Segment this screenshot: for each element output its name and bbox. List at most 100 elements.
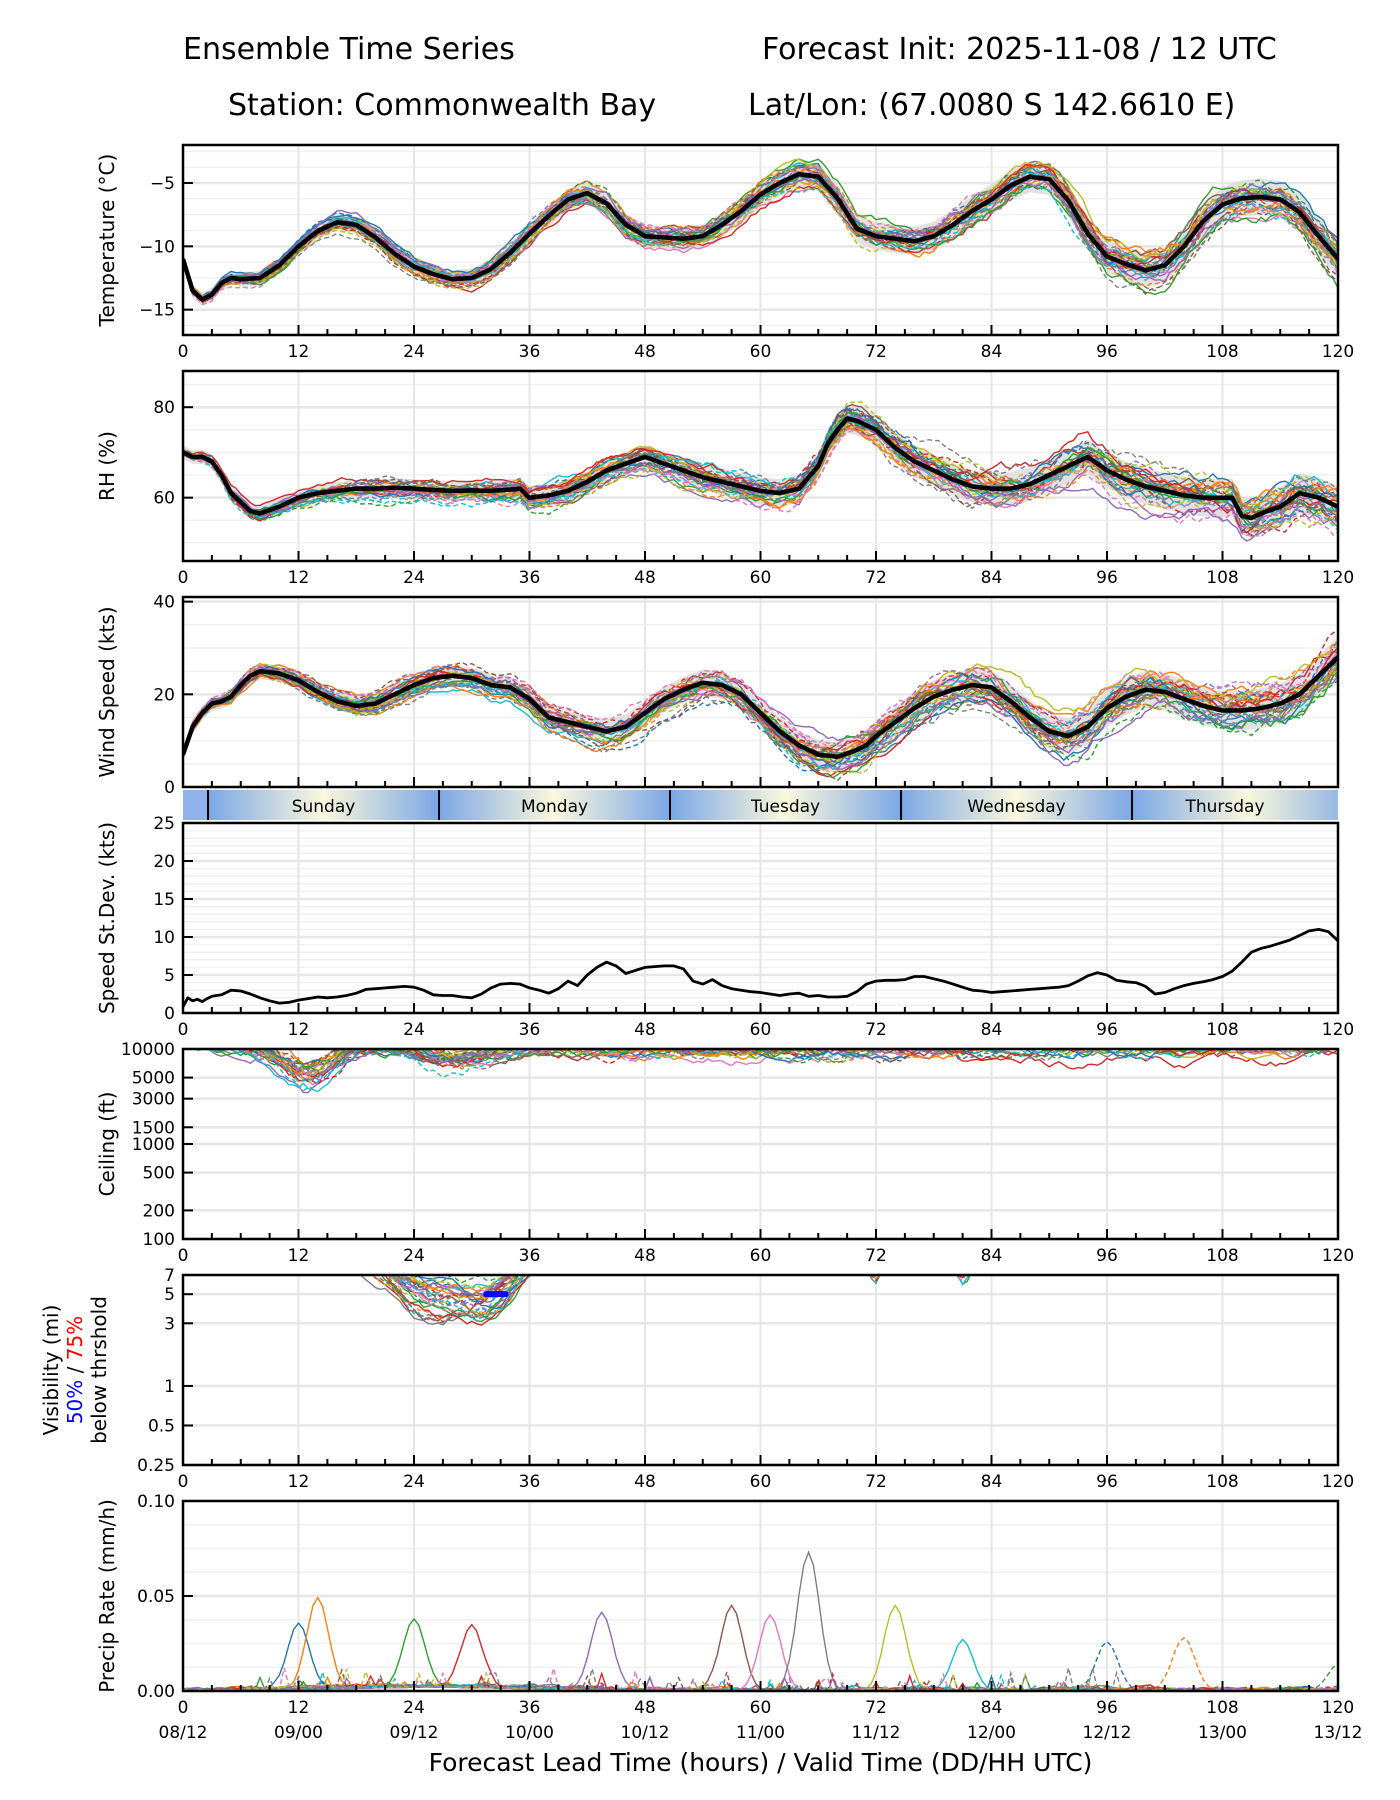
day-band-segment (1132, 790, 1338, 820)
x-tick-label: 96 (1096, 1020, 1118, 1040)
grid-visibility (182, 1273, 1339, 1467)
ensemble-member-line (183, 184, 1338, 301)
y-tick-label: 20 (153, 685, 175, 705)
x-tick-label: 12 (288, 1472, 310, 1492)
day-label: Tuesday (750, 797, 820, 817)
x-valid-time-label: 11/00 (736, 1723, 785, 1743)
x-tick-label: 96 (1096, 1472, 1118, 1492)
y-tick-label: 40 (153, 593, 175, 613)
x-tick-label: 120 (1322, 1698, 1354, 1718)
day-label: Wednesday (967, 797, 1065, 817)
plot-area-wind_speed (183, 629, 1338, 782)
x-tick-label: 108 (1206, 1698, 1238, 1718)
panel-temperature: −15 −10 −5 0 12 24 36 48 60 72 84 96 108 120 Temperatu… (95, 143, 1354, 362)
y-tick-label: 1000 (132, 1135, 175, 1155)
ensemble-member-line (183, 406, 1338, 531)
x-valid-time-label: 12/12 (1083, 1723, 1132, 1743)
spread-band (183, 161, 1338, 307)
ensemble-mean-line (183, 171, 1338, 302)
x-tick-label: 48 (634, 1698, 656, 1718)
x-tick-label: 36 (519, 1246, 541, 1266)
day-band-segment (901, 790, 1133, 820)
grid-temperature (182, 145, 1339, 335)
x-tick-label: 108 (1206, 1020, 1238, 1040)
x-tick-label: 12 (288, 568, 310, 588)
x-tick-label: 108 (1206, 1472, 1238, 1492)
x-tick-label: 72 (865, 1246, 887, 1266)
ensemble-member-line (183, 668, 1338, 761)
y-axis-label: Wind Speed (kts) (95, 606, 119, 777)
x-tick-label: 0 (178, 1698, 189, 1718)
x-tick-label: 60 (750, 1246, 772, 1266)
ensemble-member-line (185, 1049, 1326, 1092)
y-tick-label: 0.00 (137, 1682, 175, 1702)
y-tick-label: 1500 (132, 1118, 175, 1138)
x-valid-time-label: 10/12 (621, 1723, 670, 1743)
y-tick-label: 1 (164, 1377, 175, 1397)
ensemble-member-line (183, 411, 1338, 522)
x-tick-label: 108 (1206, 342, 1238, 362)
station-name: Station: Commonwealth Bay (228, 88, 657, 123)
x-valid-time-label: 13/00 (1198, 1723, 1247, 1743)
ensemble-member-line (192, 1049, 1205, 1065)
ensemble-member-line (183, 1677, 1338, 1691)
x-tick-label: 84 (981, 568, 1003, 588)
x-valid-time-label: 09/12 (390, 1723, 439, 1743)
x-tick-label: 96 (1096, 568, 1118, 588)
x-tick-label: 24 (403, 568, 425, 588)
x-valid-time-label: 09/00 (274, 1723, 323, 1743)
y-axis-label: Visibility (mi) (39, 1305, 63, 1436)
x-tick-label: 96 (1096, 342, 1118, 362)
plot-area-speed_stdev (183, 928, 1338, 1008)
x-tick-label: 24 (403, 342, 425, 362)
x-tick-label: 48 (634, 1020, 656, 1040)
x-tick-label: 36 (519, 1020, 541, 1040)
y-tick-label: 0.10 (137, 1492, 175, 1512)
x-tick-label: 60 (750, 1472, 772, 1492)
x-tick-label: 108 (1206, 568, 1238, 588)
x-tick-label: 0 (178, 342, 189, 362)
panel-speed_stdev: 0 5 10 15 20 25 0 12 24 36 48 60 72 84 96 108 120 Speed S… (95, 814, 1354, 1040)
y-tick-label: 7 (164, 1266, 175, 1286)
x-tick-label: 72 (865, 1020, 887, 1040)
y-tick-label: 500 (143, 1164, 175, 1184)
ensemble-member-line (183, 421, 1338, 531)
x-tick-label: 84 (981, 342, 1003, 362)
y-axis-label-threshold: 50% / 75% (63, 1316, 87, 1424)
y-tick-label: 100 (143, 1230, 175, 1250)
y-tick-label: 60 (153, 489, 175, 509)
stdev-line (183, 928, 1338, 1008)
y-tick-label: 25 (153, 814, 175, 834)
y-tick-label: 0 (164, 1004, 175, 1024)
y-tick-label: 5 (164, 966, 175, 986)
y-tick-label: −10 (139, 237, 175, 257)
x-tick-label: 120 (1322, 342, 1354, 362)
x-tick-label: 120 (1322, 1020, 1354, 1040)
ensemble-member-line (183, 169, 1338, 300)
x-tick-label: 96 (1096, 1246, 1118, 1266)
pct50-label: 50% (63, 1380, 87, 1424)
ensemble-mean-line (183, 655, 1338, 760)
x-valid-time-label: 08/12 (159, 1723, 208, 1743)
ensemble-member-line (183, 642, 1338, 765)
x-tick-label: 84 (981, 1020, 1003, 1040)
y-tick-label: 0.05 (137, 1587, 175, 1607)
y-tick-label: −15 (139, 301, 175, 321)
day-band-segment (208, 790, 440, 820)
x-tick-label: 72 (865, 1698, 887, 1718)
x-tick-label: 108 (1206, 1246, 1238, 1266)
x-tick-label: 60 (750, 1698, 772, 1718)
y-tick-label: 200 (143, 1201, 175, 1221)
day-band-segment (439, 790, 671, 820)
y-tick-label: 5000 (132, 1069, 175, 1089)
plot-area-temperature (183, 158, 1338, 307)
y-tick-label: 10 (153, 928, 175, 948)
x-tick-label: 72 (865, 1472, 887, 1492)
x-tick-label: 84 (981, 1246, 1003, 1266)
y-tick-label: 80 (153, 398, 175, 418)
x-tick-label: 96 (1096, 1698, 1118, 1718)
x-tick-label: 24 (403, 1698, 425, 1718)
x-tick-label: 48 (634, 568, 656, 588)
ensemble-member-line (183, 169, 1338, 302)
